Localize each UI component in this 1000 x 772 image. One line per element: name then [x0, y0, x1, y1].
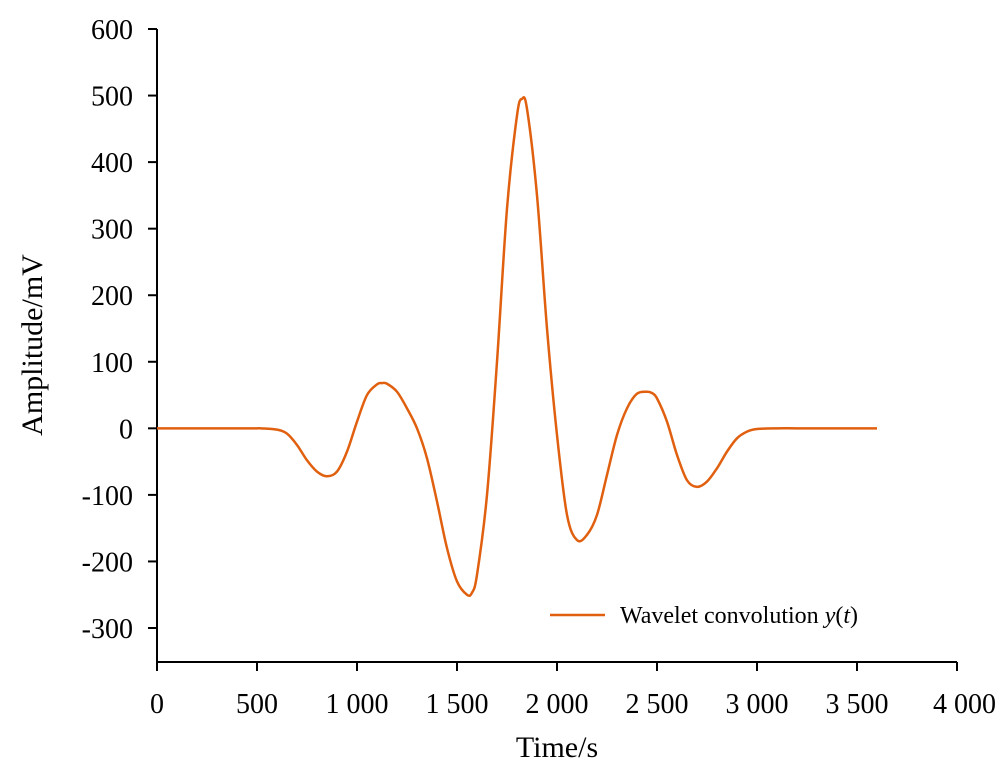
legend-label-prefix: Wavelet convolution	[620, 603, 825, 629]
y-tick-label: 100	[91, 348, 133, 379]
x-tick-label: 500	[236, 689, 278, 720]
x-tick-label: 3 500	[826, 689, 889, 720]
x-tick-label: 2 500	[626, 689, 689, 720]
x-tick-label: 2 000	[526, 689, 589, 720]
x-tick-label: 1 000	[326, 689, 389, 720]
y-ticks: -300 -200 -100 0 100 200 300 400 500 600	[82, 15, 157, 645]
legend: Wavelet convolution y(t)	[550, 603, 858, 629]
legend-label-arg: t	[843, 603, 851, 629]
series-line-wavelet-convolution	[157, 96, 877, 598]
x-axis-label: Time/s	[516, 731, 598, 764]
legend-label: Wavelet convolution y(t)	[620, 603, 858, 629]
legend-label-close: )	[850, 603, 858, 629]
y-tick-label: -300	[82, 614, 133, 645]
y-tick-label: 200	[91, 281, 133, 312]
x-tick-label: 1 500	[426, 689, 489, 720]
legend-label-func: y	[823, 603, 836, 629]
axes	[156, 29, 957, 663]
x-ticks: 0 500 1 000 1 500 2 000 2 500 3 000 3 500 4 000	[150, 662, 996, 720]
x-tick-label: 4 000	[933, 689, 996, 720]
y-tick-label: 500	[91, 82, 133, 113]
x-tick-label: 3 000	[726, 689, 789, 720]
y-axis-label: Amplitude/mV	[16, 254, 49, 436]
x-tick-label: 0	[150, 689, 164, 720]
legend-label-open: (	[835, 603, 843, 629]
y-tick-label: 400	[91, 148, 133, 179]
y-tick-label: 600	[91, 15, 133, 46]
y-tick-label: 0	[119, 414, 133, 445]
y-tick-label: 300	[91, 215, 133, 246]
y-tick-label: -200	[82, 547, 133, 578]
y-tick-label: -100	[82, 481, 133, 512]
